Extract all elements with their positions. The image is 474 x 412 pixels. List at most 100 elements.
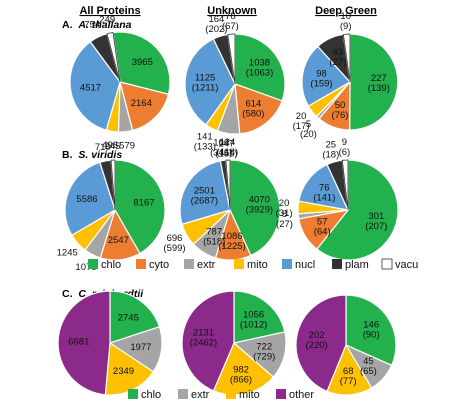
slice-expected: (20): [300, 129, 317, 140]
slice-value: 614: [245, 99, 261, 110]
section-c-letter: C.: [62, 288, 73, 300]
slice-label-extr: 8 (27): [276, 209, 293, 230]
slice-label-chlo: 8167: [133, 197, 154, 208]
slice-value: 8: [282, 209, 287, 220]
section-a-organism: A. thaliana: [77, 19, 131, 31]
slice-label-extr: 1076: [75, 262, 96, 273]
pie-slice-vacu: [106, 32, 121, 83]
pie-slice-vacu: [225, 159, 231, 211]
slice-expected: (518): [203, 237, 225, 248]
slice-expected: (1225): [218, 241, 245, 252]
slice-label-vacu: 124 (118): [217, 137, 238, 158]
slice-value: 10: [340, 11, 351, 22]
slice-label-mito: 696 (599): [163, 233, 185, 254]
pie-s-viridis-deep-green: 301 (207)57 (64)8 (27)20 (31)76 (141)25 (18)9(…: [276, 137, 399, 261]
slice-label-nucl: 4517: [80, 82, 101, 93]
slice-label-other: 6681: [68, 337, 89, 348]
legend-label-cyto: cyto: [149, 259, 169, 271]
slice-expected: (65): [360, 366, 377, 377]
slice-label-plam: 164 (202): [205, 14, 227, 35]
slice-expected: (17): [293, 121, 310, 132]
slice-expected: (159): [310, 79, 332, 90]
slice-label-vacu: 10 (9): [340, 11, 352, 32]
slice-value: 202: [309, 330, 325, 341]
slice-expected: (1063): [246, 68, 273, 79]
pie-slice-chlo: [234, 33, 286, 102]
slice-value: 78: [225, 11, 236, 22]
slice-value: 141: [197, 132, 213, 143]
slice-label-extr: 5 (20): [300, 119, 317, 140]
slice-label-extr: 722 (729): [253, 342, 275, 363]
slice-value: 50: [335, 100, 346, 111]
slice-value: 146: [363, 320, 379, 331]
slice-label-chlo: 146 (90): [363, 320, 380, 341]
pie-slice-chlo: [112, 31, 171, 95]
slice-expected: (220): [306, 340, 328, 351]
slice-expected: (866): [230, 374, 252, 385]
slice-value: 1125: [195, 72, 215, 83]
pie-slice-nucl: [184, 38, 236, 126]
column-title-deep-green: Deep Green: [315, 5, 377, 17]
pie-slice-nucl: [69, 40, 121, 131]
slice-expected: (9): [340, 21, 352, 32]
pie-slice-cyto: [119, 81, 170, 132]
slice-label-mito: 20 (31): [276, 198, 293, 219]
pie-s-viridis-unknown: 4070 (3929)1086 (1225)787 (518)696 (599)2501…: [163, 137, 281, 261]
pie-slice-vacu: [341, 159, 349, 211]
slice-label-mito: 68 (77): [340, 366, 357, 387]
slice-value: 4517: [80, 82, 101, 93]
pie-c-reinhardtii-all-proteins: 2745 1977 2349 6681: [57, 290, 163, 396]
legend-swatch-chlo: [88, 259, 98, 269]
slice-value: 1076: [75, 262, 96, 273]
pie-slice-nucl: [298, 163, 350, 211]
slice-value: 245: [105, 141, 121, 152]
slice-value: 5586: [76, 194, 97, 205]
slice-label-chlo: 1056 (1012): [240, 310, 267, 331]
slice-value: 1056: [243, 310, 264, 321]
slice-value: 710: [95, 142, 111, 153]
slice-value: 98: [316, 69, 327, 80]
slice-expected: (141): [313, 193, 335, 204]
slice-value: 579: [119, 141, 135, 152]
slice-label-mito: 2349: [113, 366, 134, 377]
legend-label-other: other: [289, 389, 314, 401]
slice-label-chlo: 2745: [118, 313, 139, 324]
pie-a-thaliana-deep-green: 227 (139)50 (76)5 (20)20 (17)98 (159)43 (27)10…: [293, 11, 399, 140]
column-title-unknown: Unknown: [207, 5, 257, 17]
slice-expected: (118): [217, 147, 238, 158]
slice-value: 2164: [131, 98, 152, 109]
legend-swatch-vacu: [381, 258, 393, 270]
slice-expected: (90): [363, 330, 380, 341]
slice-value: 3965: [132, 57, 153, 68]
pie-slice-chlo: [349, 33, 399, 131]
slice-label-other: 202 (220): [306, 330, 328, 351]
section-b-label: B. S. viridis: [62, 149, 122, 161]
legend-label-plam: plam: [345, 259, 369, 271]
slice-label-extr: 45 (65): [360, 356, 377, 377]
pie-slice-cyto: [234, 83, 283, 135]
pie-slice-other: [295, 294, 347, 393]
slice-label-mito: 982 (866): [230, 364, 252, 385]
pie-a-thaliana-unknown: 1038 (1063)614 (580)247 (155)141 (133)1125 (1…: [184, 11, 286, 159]
slice-expected: (580): [242, 109, 264, 120]
slice-expected: (18): [322, 149, 339, 160]
slice-label-plam: 710: [95, 142, 111, 153]
pie-slice-other: [181, 290, 235, 392]
slice-expected: (139): [368, 83, 390, 94]
pie-slice-nucl: [64, 161, 116, 237]
slice-label-chlo: 301 (207): [365, 211, 387, 232]
slice-label-extr: 579: [119, 141, 135, 152]
slice-label-nucl: 1125 (1211): [192, 72, 219, 93]
slice-expected: (729): [253, 352, 275, 363]
slice-label-cyto: 50 (76): [332, 100, 349, 121]
slice-label-chlo: 227 (139): [368, 73, 390, 94]
slice-expected: (207): [365, 221, 387, 232]
slice-expected: (2462): [190, 338, 217, 349]
slice-value: 45: [363, 356, 374, 367]
slice-label-mito: 141 (133): [194, 132, 216, 153]
legend-label-mito: mito: [239, 389, 260, 401]
legend-top: chlo cyto extr mito nucl plam vacu: [88, 258, 418, 271]
legend-label-chlo: chlo: [141, 389, 161, 401]
